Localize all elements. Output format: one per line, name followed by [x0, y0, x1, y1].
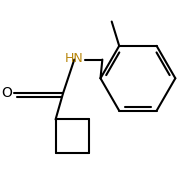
Text: HN: HN [65, 52, 84, 65]
Text: O: O [2, 86, 12, 100]
